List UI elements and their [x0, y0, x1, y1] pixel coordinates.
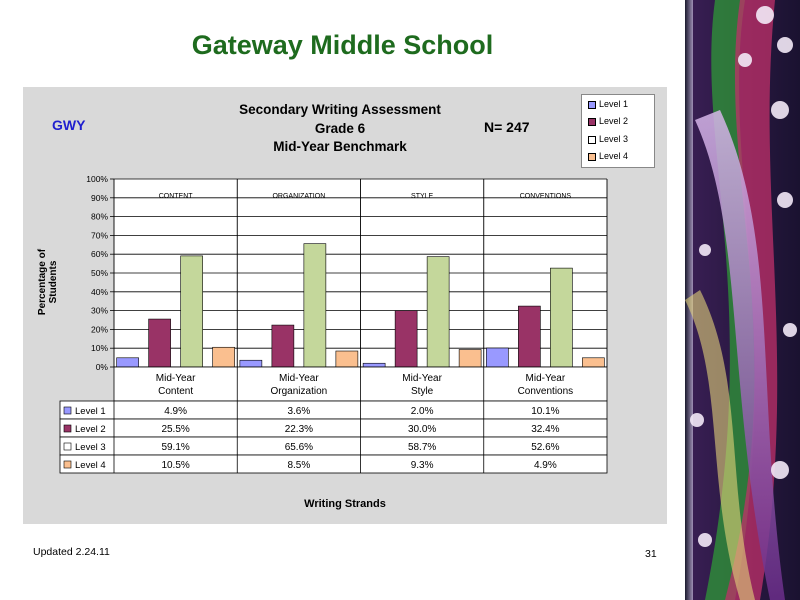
- x-tick-label-line-1: Mid-Year: [279, 373, 319, 384]
- data-label: 52.6%: [531, 442, 559, 453]
- table-row-label: Level 4: [75, 460, 106, 471]
- y-tick-label: 50%: [91, 268, 108, 278]
- table-legend-swatch: [63, 406, 72, 415]
- data-label: 10.1%: [531, 406, 559, 417]
- data-label: 65.6%: [285, 442, 313, 453]
- legend-swatch-level-2: [588, 118, 596, 126]
- legend-swatch-level-3: [588, 136, 596, 144]
- legend-item-level-3: Level 3: [588, 134, 629, 144]
- data-label: 32.4%: [531, 424, 559, 435]
- y-tick-label: 0%: [96, 362, 109, 372]
- decorative-side-panel: [685, 0, 800, 600]
- x-tick-label-line-1: Mid-Year: [156, 373, 196, 384]
- table-legend-swatch: [63, 442, 72, 451]
- data-label: 10.5%: [161, 460, 189, 471]
- y-tick-label: 70%: [91, 230, 108, 240]
- data-label: 2.0%: [411, 406, 434, 417]
- group-header: CONVENTIONS: [520, 193, 572, 200]
- table-row-label: Level 2: [75, 424, 106, 435]
- bar-level-1: [116, 357, 139, 368]
- legend-swatch-level-4: [588, 153, 596, 161]
- chart-legend: Level 1 Level 2 Level 3 Level 4: [581, 94, 655, 168]
- page-number: 31: [645, 548, 657, 560]
- bar-level-3: [180, 255, 203, 368]
- legend-item-level-4: Level 4: [588, 151, 629, 161]
- legend-label-level-3: Level 3: [599, 134, 629, 144]
- x-tick-label-line-2: Organization: [271, 386, 328, 397]
- bar-level-4: [582, 357, 605, 368]
- bar-level-1: [486, 347, 509, 368]
- data-label: 4.9%: [164, 406, 187, 417]
- y-tick-label: 100%: [86, 174, 108, 184]
- data-label: 59.1%: [161, 442, 189, 453]
- bar-level-2: [271, 324, 295, 368]
- updated-date: Updated 2.24.11: [33, 546, 110, 558]
- data-label: 3.6%: [287, 406, 310, 417]
- chart-title-line-3: Mid-Year Benchmark: [273, 139, 407, 154]
- data-label: 22.3%: [285, 424, 313, 435]
- data-label: 4.9%: [534, 460, 557, 471]
- legend-label-level-1: Level 1: [599, 99, 629, 109]
- y-tick-label: 20%: [91, 324, 108, 334]
- bar-level-1: [362, 362, 386, 368]
- bar-level-4: [335, 350, 359, 368]
- table-row: [59, 418, 608, 438]
- data-label: 30.0%: [408, 424, 436, 435]
- data-label: 25.5%: [161, 424, 189, 435]
- bar-level-2: [148, 318, 171, 368]
- table-row-label: Level 3: [75, 442, 106, 453]
- x-tick-label-line-1: Mid-Year: [526, 373, 566, 384]
- bar-level-3: [303, 243, 327, 368]
- x-tick-label-line-2: Content: [158, 386, 193, 397]
- chart-title-line-1: Secondary Writing Assessment: [239, 102, 441, 117]
- table-row-label: Level 1: [75, 406, 106, 417]
- bar-level-2: [518, 305, 541, 368]
- x-tick-label-line-2: Conventions: [518, 386, 574, 397]
- bar-level-3: [550, 267, 573, 368]
- table-row: [59, 454, 608, 474]
- bar-level-3: [426, 256, 450, 368]
- y-tick-label: 30%: [91, 306, 108, 316]
- x-tick-label-line-2: Style: [411, 386, 434, 397]
- bar-level-1: [239, 359, 263, 368]
- group-header: STYLE: [411, 193, 434, 200]
- bar-level-2: [394, 310, 418, 368]
- x-tick-label-line-1: Mid-Year: [402, 373, 442, 384]
- legend-label-level-2: Level 2: [599, 116, 629, 126]
- group-header: CONTENT: [159, 193, 194, 200]
- y-tick-label: 90%: [91, 193, 108, 203]
- school-code: GWY: [52, 117, 86, 133]
- chart-title-line-2: Grade 6: [314, 120, 366, 136]
- legend-item-level-1: Level 1: [588, 99, 629, 109]
- table-legend-swatch: [63, 460, 72, 469]
- data-label: 9.3%: [411, 460, 434, 471]
- chart-title: Secondary Writing Assessment Grade 6 Mid…: [190, 101, 490, 157]
- data-label: 58.7%: [408, 442, 436, 453]
- y-tick-label: 80%: [91, 212, 108, 222]
- group-header: ORGANIZATION: [272, 193, 325, 200]
- bar-level-4: [212, 346, 235, 368]
- slide-title: Gateway Middle School: [191, 30, 494, 60]
- y-tick-label: 10%: [91, 343, 108, 353]
- table-row: [59, 400, 608, 420]
- x-axis-label: Writing Strands: [304, 498, 386, 510]
- table-legend-swatch: [63, 424, 72, 433]
- legend-item-level-2: Level 2: [588, 116, 629, 126]
- table-row: [59, 436, 608, 456]
- legend-swatch-level-1: [588, 101, 596, 109]
- bar-level-4: [458, 349, 482, 368]
- sample-size-label: N= 247: [484, 119, 530, 135]
- y-tick-label: 40%: [91, 287, 108, 297]
- y-tick-label: 60%: [91, 249, 108, 259]
- legend-label-level-4: Level 4: [599, 151, 629, 161]
- data-label: 8.5%: [287, 460, 310, 471]
